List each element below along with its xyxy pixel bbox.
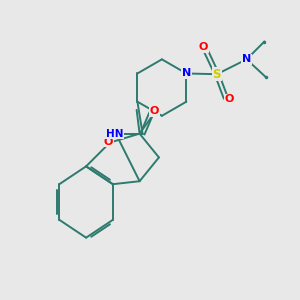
Text: O: O — [224, 94, 233, 104]
Text: O: O — [150, 106, 159, 116]
Text: HN: HN — [106, 129, 123, 139]
Text: N: N — [182, 68, 191, 79]
Text: O: O — [104, 137, 113, 147]
Text: O: O — [199, 43, 208, 52]
Text: S: S — [213, 68, 221, 81]
Text: N: N — [242, 54, 251, 64]
